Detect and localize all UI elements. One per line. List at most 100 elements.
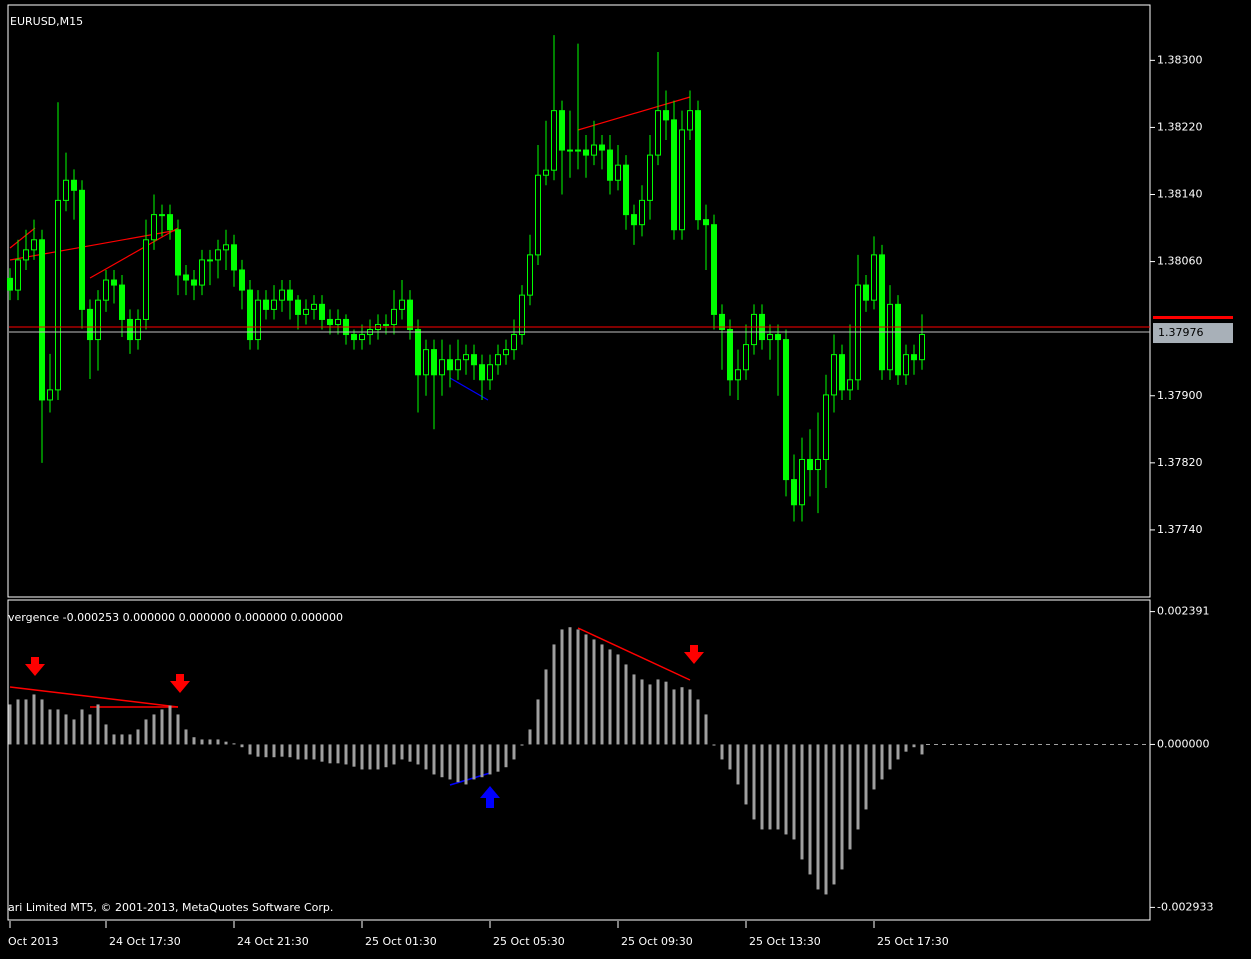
candle-body	[543, 169, 549, 176]
bar	[192, 737, 196, 745]
bar	[240, 744, 244, 748]
candle-body	[71, 179, 77, 191]
bar	[24, 699, 28, 745]
candle-body	[463, 354, 469, 361]
candle-body	[47, 389, 53, 401]
candle-body	[263, 299, 269, 310]
bar	[224, 741, 228, 745]
bar	[416, 744, 420, 765]
x-tick-label: 24 Oct 17:30	[109, 935, 181, 948]
candle-body	[831, 354, 837, 396]
bar	[536, 699, 540, 745]
bar	[696, 699, 700, 745]
bar	[352, 744, 356, 767]
bar	[456, 744, 460, 783]
candle-body	[135, 318, 141, 341]
candle-body	[295, 299, 301, 315]
sell-arrow	[25, 657, 45, 676]
bar	[264, 744, 268, 758]
candle-body	[311, 303, 317, 310]
candle-body	[719, 313, 725, 331]
ask-marker	[1153, 315, 1233, 319]
candle-body	[359, 334, 365, 341]
candle-body	[631, 214, 637, 226]
candle-body	[479, 364, 485, 381]
divergence-line	[449, 772, 491, 786]
candle-body	[895, 303, 901, 376]
sell-arrow	[684, 645, 704, 664]
candle-body	[15, 259, 21, 291]
bar	[432, 744, 436, 775]
candle-body	[799, 458, 805, 506]
candle-body	[7, 277, 13, 291]
candle-body	[591, 144, 597, 156]
candle-body	[791, 479, 797, 506]
candle-body	[423, 349, 429, 376]
bar	[840, 744, 844, 870]
y-tick-label: -0.002933	[1157, 900, 1213, 913]
y-tick-label: 1.38220	[1157, 120, 1203, 133]
bar	[72, 719, 76, 745]
bar	[232, 743, 236, 745]
bar	[448, 744, 452, 780]
bar	[632, 674, 636, 745]
x-tick-label: Oct 2013	[8, 935, 59, 948]
candle-body	[551, 110, 557, 171]
candle-body	[871, 254, 877, 301]
bar	[104, 724, 108, 745]
bar	[280, 744, 284, 757]
candle-body	[351, 334, 357, 341]
candle-body	[383, 323, 389, 326]
divergence-line	[89, 227, 179, 279]
candle-body	[207, 259, 213, 262]
bar	[800, 744, 804, 860]
candle-body	[23, 249, 29, 261]
bar	[704, 714, 708, 745]
bar	[56, 709, 60, 745]
bar	[248, 744, 252, 755]
candle-body	[55, 199, 61, 391]
candle-body	[607, 149, 613, 181]
x-tick-label: 25 Oct 05:30	[493, 935, 565, 948]
candle-body	[743, 344, 749, 371]
y-tick-label: 1.37820	[1157, 456, 1203, 469]
candle-body	[431, 349, 437, 376]
candle-body	[903, 354, 909, 376]
indicator-frame	[7, 599, 1151, 921]
candle-body	[751, 313, 757, 346]
candle-body	[919, 334, 925, 361]
bar	[896, 744, 900, 760]
bar	[480, 744, 484, 778]
candle-body	[271, 299, 277, 310]
bar	[640, 679, 644, 745]
candle-body	[95, 299, 101, 341]
bar	[784, 744, 788, 835]
bar	[720, 744, 724, 760]
bar	[808, 744, 812, 875]
bar	[144, 719, 148, 745]
candle-body	[487, 364, 493, 381]
bar	[528, 729, 532, 745]
candle-body	[111, 279, 117, 286]
candle-body	[127, 318, 133, 341]
candle-body	[847, 379, 853, 391]
candle-body	[727, 329, 733, 381]
bar	[688, 689, 692, 745]
candle-body	[911, 354, 917, 361]
candle-body	[391, 308, 397, 325]
bid-label: 1.37976	[1158, 326, 1204, 339]
candle-body	[303, 308, 309, 315]
x-tick-label: 25 Oct 09:30	[621, 935, 693, 948]
candle-body	[223, 244, 229, 251]
candle-body	[623, 164, 629, 216]
divergence-line	[9, 229, 179, 261]
candle-body	[455, 359, 461, 371]
bar	[184, 729, 188, 745]
bar	[624, 664, 628, 745]
candle-body	[79, 189, 85, 310]
bar	[304, 744, 308, 760]
bar	[520, 744, 524, 746]
candle-body	[279, 289, 285, 301]
bar	[344, 744, 348, 765]
